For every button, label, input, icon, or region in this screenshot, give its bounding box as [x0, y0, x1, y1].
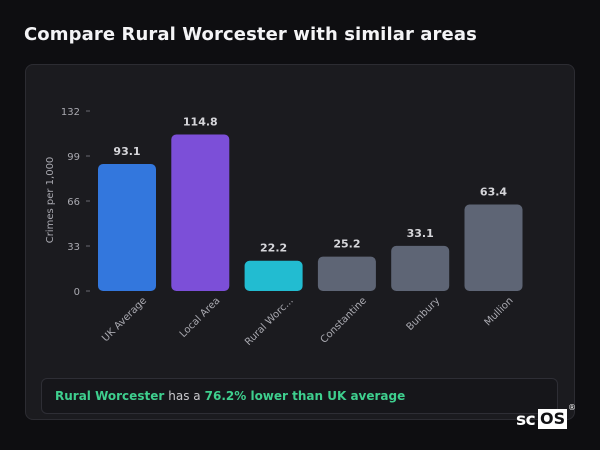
y-tick-label: 66 [67, 197, 80, 208]
x-category-label: Constantine [319, 295, 369, 345]
brand-logo-text-os: OS [538, 409, 568, 429]
bar-data-label: 93.1 [113, 145, 140, 158]
brand-logo: sc OS ® [516, 403, 576, 435]
summary-middle-text: has a [168, 389, 201, 403]
x-category-label: Mullion [483, 295, 516, 328]
comparison-summary: Rural Worcester has a 76.2% lower than U… [41, 378, 558, 414]
bar-data-label: 33.1 [407, 227, 434, 240]
summary-comparison: 76.2% lower than UK average [204, 389, 406, 403]
page-title: Compare Rural Worcester with similar are… [24, 24, 477, 45]
y-tick-label: 132 [61, 107, 80, 118]
x-category-label: Rural Worc... [243, 295, 296, 348]
x-category-label: Local Area [178, 295, 223, 340]
bar[interactable] [171, 134, 230, 291]
brand-logo-text-sc: sc [516, 410, 536, 430]
bar-data-label: 63.4 [480, 186, 507, 199]
summary-area-name: Rural Worcester [55, 389, 165, 403]
bar-data-label: 114.8 [183, 115, 218, 128]
y-axis: 0 33 66 99 132 [61, 107, 90, 298]
y-tick-label: 0 [74, 287, 80, 298]
bar[interactable] [244, 260, 303, 291]
bar-data-label: 22.2 [260, 242, 287, 255]
x-category-label: Bunbury [405, 295, 443, 333]
y-tick-label: 99 [67, 152, 80, 163]
brand-registered-mark: ® [568, 403, 576, 412]
y-tick-label: 33 [67, 242, 80, 253]
bar[interactable] [98, 164, 156, 291]
x-category-label: UK Average [100, 295, 149, 344]
y-axis-title: Crimes per 1,000 [45, 157, 56, 244]
bar-data-label: 25.2 [333, 238, 360, 251]
bar[interactable] [391, 245, 450, 291]
bars-group: 93.1 UK Average 114.8 Local Area 22.2 Rural W… [98, 115, 523, 348]
bar[interactable] [464, 204, 523, 291]
bar[interactable] [317, 256, 376, 291]
